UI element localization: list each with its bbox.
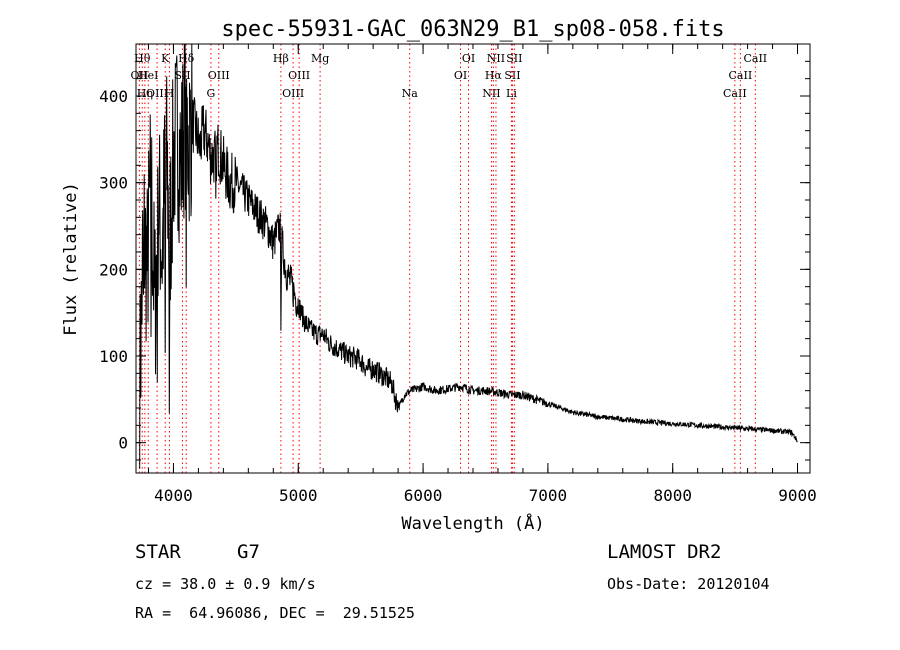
coordinates: RA = 64.96086, DEC = 29.51525	[135, 604, 415, 622]
y-tick-label: 100	[99, 347, 128, 366]
y-tick-label: 0	[118, 434, 128, 453]
survey-name: LAMOST DR2	[607, 541, 722, 563]
redshift-cz: cz = 38.0 ± 0.9 km/s	[135, 575, 316, 593]
plot-frame	[135, 43, 811, 474]
line-marker-label-14: Mg	[311, 52, 329, 65]
x-axis-label: Wavelength (Å)	[401, 512, 544, 534]
x-tick-label: 7000	[529, 486, 568, 505]
x-tick-label: 5000	[279, 486, 318, 505]
line-marker-label-8: Hδ	[178, 52, 195, 65]
line-marker-label-19: Hα	[485, 69, 503, 82]
line-marker-label-6: H	[165, 87, 175, 100]
line-marker-label-11: Hβ	[273, 52, 289, 65]
x-tick-label: 9000	[778, 486, 817, 505]
line-marker-label-9: G	[206, 87, 215, 100]
line-marker-label-25: CaII	[729, 69, 753, 82]
line-marker-label-15: Na	[402, 87, 419, 100]
x-tick-label: 4000	[154, 486, 193, 505]
series-layer	[139, 43, 798, 469]
line-marker-layer: OIIHθHηHeIOIIIKHSIIHδGOIIIHβOIIIOIIIMgNa…	[131, 44, 767, 473]
line-marker-label-4: OIII	[146, 87, 168, 100]
x-tick-label: 8000	[653, 486, 692, 505]
line-marker-label-2: Hη	[137, 87, 153, 100]
y-tick-label: 300	[99, 174, 128, 193]
chart-title: spec-55931-GAC_063N29_B1_sp08-058.fits	[221, 17, 724, 42]
line-marker-label-5: K	[161, 52, 170, 65]
line-marker-label-21: Li	[506, 87, 517, 100]
y-axis-label: Flux (relative)	[61, 182, 81, 336]
object-class: STAR	[135, 541, 181, 563]
line-marker-label-17: OI	[462, 52, 475, 65]
line-marker-label-18: NII	[482, 87, 500, 100]
line-marker-label-16: OI	[454, 69, 467, 82]
observation-date: Obs-Date: 20120104	[607, 575, 770, 593]
line-marker-label-3: HeI	[138, 69, 158, 82]
x-tick-label: 6000	[404, 486, 443, 505]
axis-layer: 4000 5000 6000 7000 8000 9000 0 100 200 300 400	[99, 44, 817, 505]
spectrum-line	[139, 43, 798, 469]
line-marker-label-13: OIII	[288, 69, 310, 82]
y-tick-label: 200	[99, 260, 128, 279]
y-tick-label: 400	[99, 87, 128, 106]
line-marker-label-24: CaII	[723, 87, 747, 100]
object-subclass: G7	[237, 541, 260, 563]
line-marker-label-23: SII	[506, 52, 522, 65]
line-marker-label-12: OIII	[282, 87, 304, 100]
line-marker-label-0: OII	[131, 69, 149, 82]
line-marker-label-26: CaII	[743, 52, 767, 65]
line-marker-label-10: OIII	[208, 69, 230, 82]
line-marker-label-20: NII	[487, 52, 505, 65]
line-marker-label-22: SII	[504, 69, 520, 82]
